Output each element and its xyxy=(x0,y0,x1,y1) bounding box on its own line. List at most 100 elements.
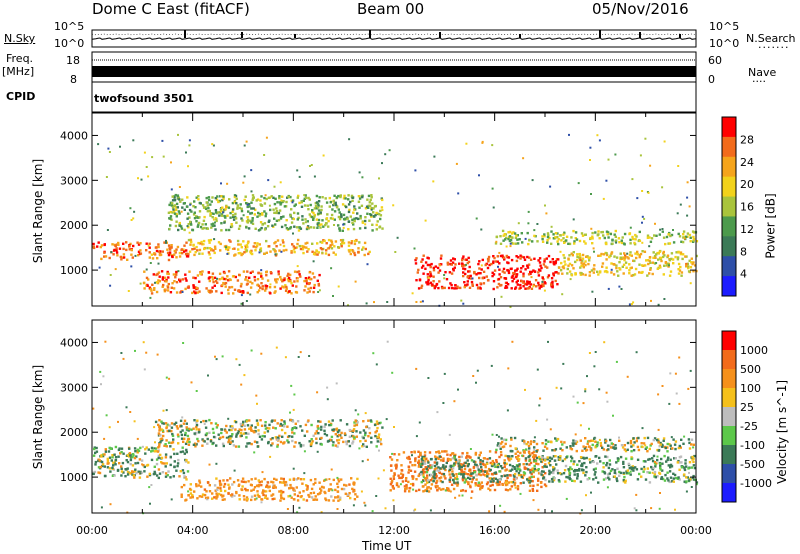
echo-cell-0-2 xyxy=(261,277,264,280)
echo-noise-0 xyxy=(145,166,148,168)
echo-cell-1-1 xyxy=(346,494,349,497)
echo-cell-0-6 xyxy=(574,237,577,240)
echo-cell-1-0 xyxy=(110,447,113,450)
echo-cell-1-3 xyxy=(454,482,457,485)
echo-cell-1-4 xyxy=(669,476,673,479)
echo-cell-0-1 xyxy=(278,249,281,252)
echo-cell-1-4 xyxy=(554,455,557,458)
echo-cell-0-5 xyxy=(234,217,238,220)
echo-cell-1-3 xyxy=(506,476,509,480)
echo-noise-1 xyxy=(233,494,236,497)
echo-noise-1 xyxy=(143,368,146,371)
echo-cell-1-3 xyxy=(417,459,421,462)
velocity-colorbar-tick-1: 500 xyxy=(740,363,761,376)
echo-cell-1-4 xyxy=(522,471,526,474)
echo-cell-1-0 xyxy=(130,470,134,473)
echo-cell-0-6 xyxy=(629,238,632,242)
echo-cell-0-3 xyxy=(433,284,436,288)
echo-noise-1 xyxy=(593,365,596,368)
echo-cell-0-4 xyxy=(691,262,694,266)
echo-cell-1-4 xyxy=(486,475,489,478)
echo-cell-0-1 xyxy=(200,240,203,244)
echo-cell-1-0 xyxy=(111,467,114,470)
echo-cell-0-6 xyxy=(648,236,651,239)
echo-cell-1-2 xyxy=(216,424,219,427)
echo-cell-1-3 xyxy=(540,485,543,489)
echo-cell-0-1 xyxy=(303,245,306,249)
echo-cell-1-2 xyxy=(177,442,180,445)
echo-cell-1-3 xyxy=(478,454,481,457)
echo-cell-0-5 xyxy=(370,196,373,199)
echo-cell-1-2 xyxy=(183,419,187,422)
echo-cell-1-3 xyxy=(439,459,443,462)
echo-cell-1-1 xyxy=(353,489,356,493)
echo-cell-1-3 xyxy=(426,474,429,477)
echo-cell-0-1 xyxy=(364,247,367,251)
echo-cell-1-2 xyxy=(299,445,303,448)
echo-cell-1-1 xyxy=(231,483,234,486)
echo-cell-1-2 xyxy=(171,432,174,436)
echo-cell-0-5 xyxy=(171,211,174,214)
nave-dotted-line: ···· xyxy=(752,75,766,88)
echo-cell-1-4 xyxy=(573,460,576,463)
echo-cell-0-0 xyxy=(128,248,131,251)
echo-cell-0-5 xyxy=(234,212,237,216)
echo-cell-0-1 xyxy=(229,240,232,243)
echo-cell-0-2 xyxy=(218,272,222,275)
echo-noise-0 xyxy=(650,299,652,302)
echo-cell-0-5 xyxy=(238,224,242,228)
echo-cell-0-4 xyxy=(679,265,682,269)
echo-cell-1-1 xyxy=(241,485,244,488)
echo-cell-1-3 xyxy=(468,456,471,459)
echo-noise-0 xyxy=(140,178,143,181)
echo-cell-1-4 xyxy=(595,455,598,458)
echo-cell-1-3 xyxy=(389,477,392,480)
echo-cell-1-3 xyxy=(493,472,496,475)
echo-cell-0-5 xyxy=(251,198,254,201)
echo-cell-1-4 xyxy=(617,457,620,461)
echo-cell-1-3 xyxy=(390,458,394,461)
echo-cell-0-4 xyxy=(576,253,579,256)
freq-tick-low: 8 xyxy=(70,73,77,86)
echo-cell-1-4 xyxy=(654,476,657,479)
echo-cell-1-2 xyxy=(276,443,279,447)
echo-noise-1 xyxy=(382,469,385,472)
echo-cell-1-0 xyxy=(101,464,104,468)
echo-cell-0-3 xyxy=(479,272,482,275)
echo-cell-1-3 xyxy=(467,481,470,484)
echo-cell-0-5 xyxy=(233,199,237,203)
echo-cell-1-2 xyxy=(361,435,364,439)
echo-cell-0-6 xyxy=(694,231,698,234)
echo-cell-0-6 xyxy=(499,242,503,245)
echo-cell-1-1 xyxy=(245,489,248,492)
echo-cell-1-1 xyxy=(246,489,249,492)
echo-noise-0 xyxy=(643,217,646,220)
echo-noise-1 xyxy=(586,375,588,378)
echo-cell-0-3 xyxy=(551,286,554,289)
echo-cell-1-3 xyxy=(457,464,460,468)
echo-cell-0-6 xyxy=(501,229,505,233)
echo-cell-1-1 xyxy=(242,495,246,498)
echo-cell-1-3 xyxy=(459,463,462,466)
echo-cell-0-5 xyxy=(293,204,296,208)
echo-cell-0-2 xyxy=(273,285,277,289)
echo-cell-1-0 xyxy=(106,457,109,461)
echo-noise-1 xyxy=(588,352,591,354)
echo-cell-0-4 xyxy=(588,256,591,259)
echo-cell-1-4 xyxy=(451,457,455,460)
echo-cell-0-5 xyxy=(352,223,355,226)
colorbar-segment-1-5 xyxy=(722,426,736,446)
echo-cell-0-3 xyxy=(487,260,490,263)
echo-cell-0-3 xyxy=(501,255,505,259)
echo-cell-1-2 xyxy=(327,439,330,443)
echo-cell-1-3 xyxy=(534,455,537,458)
echo-cell-0-6 xyxy=(580,232,584,235)
echo-cell-1-0 xyxy=(92,454,96,457)
echo-cell-0-5 xyxy=(277,211,281,215)
echo-cell-1-4 xyxy=(494,477,497,480)
colorbar-segment-1-2 xyxy=(722,369,736,389)
echo-cell-1-4 xyxy=(420,473,423,476)
echo-cell-1-4 xyxy=(616,479,619,483)
echo-cell-1-2 xyxy=(248,442,251,445)
echo-cell-1-3 xyxy=(463,464,467,468)
